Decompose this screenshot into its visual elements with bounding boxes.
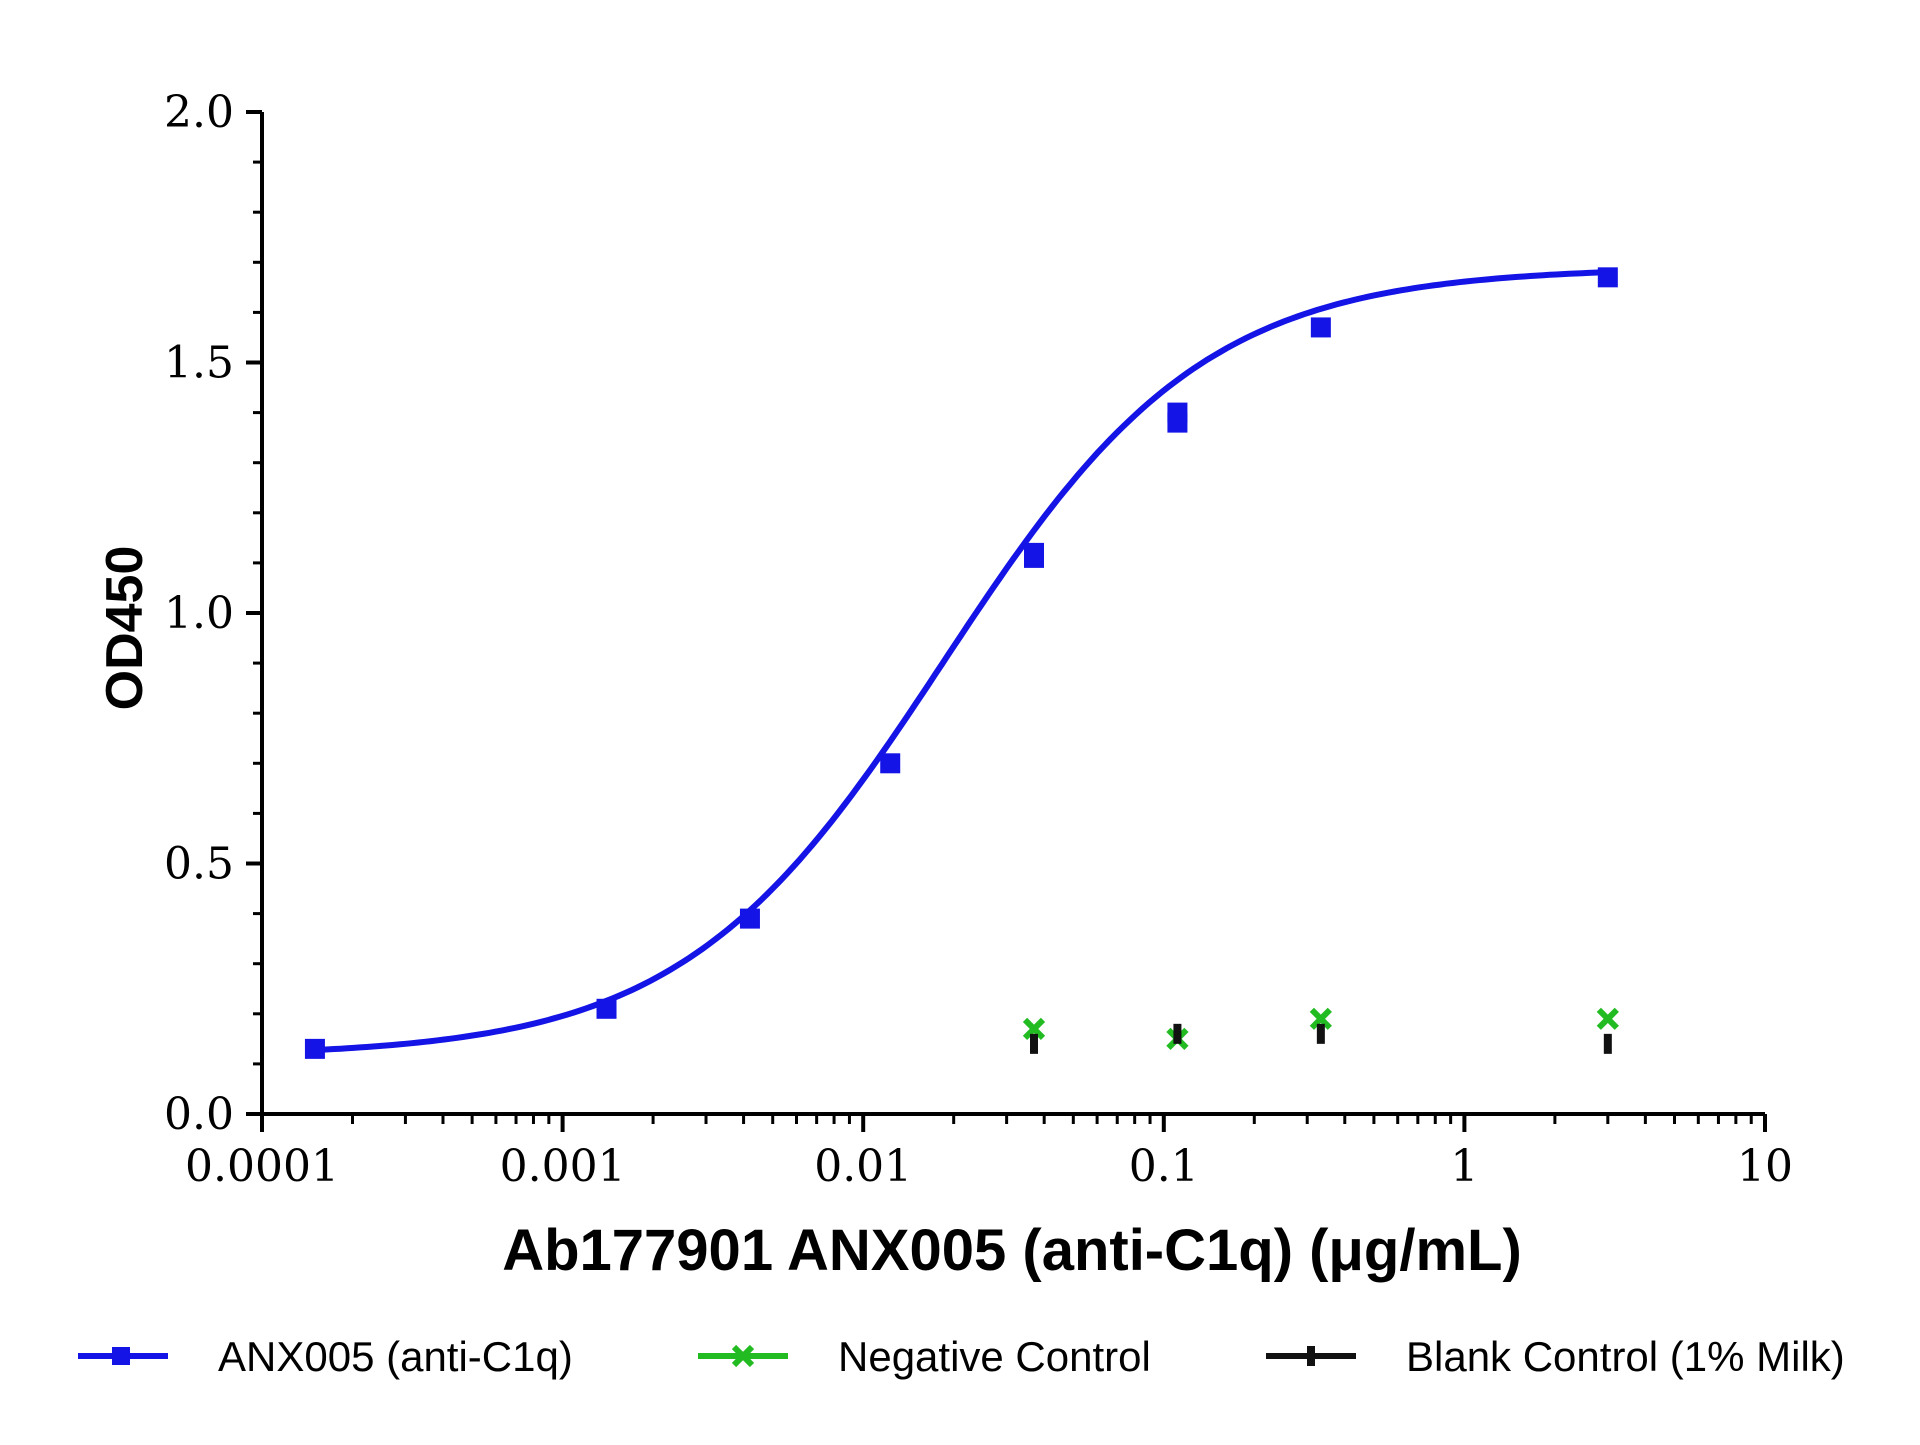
marker-x	[1022, 1017, 1046, 1040]
legend-item-anx005: ANX005 (anti-C1q)	[78, 1333, 573, 1380]
marker-square	[739, 908, 760, 929]
marker-x	[1309, 1007, 1332, 1030]
marker-bar	[1316, 1023, 1325, 1044]
marker-square	[304, 1038, 325, 1059]
legend-label-negative-control: Negative Control	[838, 1333, 1151, 1380]
y-tick-label: 0.0	[164, 1089, 234, 1140]
legend-item-negative-control: Negative Control	[698, 1333, 1151, 1380]
y-axis-title: OD450	[96, 546, 154, 711]
marker-bar	[1173, 1023, 1182, 1044]
marker-bar	[1603, 1033, 1612, 1054]
marker-x-stroke	[1596, 1007, 1619, 1030]
marker-bar	[1030, 1033, 1039, 1054]
marker-square	[1597, 267, 1618, 288]
fit-curves	[314, 269, 1608, 1053]
legend-marker-bar	[1307, 1346, 1315, 1366]
x-tick-label: 0.001	[500, 1141, 626, 1192]
marker-x	[1596, 1007, 1619, 1030]
marker-square	[880, 753, 901, 774]
legend-marker-square	[112, 1347, 130, 1365]
x-tick-label: 0.01	[814, 1141, 912, 1192]
legend-label-anx005: ANX005 (anti-C1q)	[218, 1333, 573, 1380]
marker-square	[1024, 547, 1045, 568]
y-tick-label: 0.5	[164, 839, 234, 890]
x-tick-label: 1	[1450, 1141, 1478, 1192]
tick-labels: 0.0 0.5 1.0 1.5 2.0 0.0001 0.001 0.01 0.1 1 10	[164, 87, 1793, 1192]
data-markers	[304, 267, 1619, 1059]
x-tick-label: 10	[1737, 1141, 1793, 1192]
marker-square	[1167, 412, 1188, 433]
y-tick-label: 2.0	[164, 87, 234, 138]
legend-label-blank-control: Blank Control (1% Milk)	[1406, 1333, 1845, 1380]
fit-curve-0	[314, 269, 1608, 1053]
legend: ANX005 (anti-C1q) Negative Control Blank…	[78, 1333, 1845, 1380]
legend-marker-x	[731, 1344, 755, 1368]
y-tick-label: 1.0	[164, 588, 234, 639]
x-tick-label: 0.0001	[185, 1141, 339, 1192]
x-axis-title: Ab177901 ANX005 (anti-C1q) (μg/mL)	[502, 1218, 1522, 1283]
legend-item-blank-control: Blank Control (1% Milk)	[1266, 1333, 1845, 1380]
marker-square	[1310, 317, 1331, 338]
axes	[246, 110, 1767, 1132]
y-tick-label: 1.5	[164, 338, 234, 389]
marker-x-stroke	[1022, 1017, 1046, 1040]
x-tick-label: 0.1	[1129, 1141, 1199, 1192]
marker-x-stroke	[1309, 1007, 1332, 1030]
marker-square	[596, 998, 617, 1019]
